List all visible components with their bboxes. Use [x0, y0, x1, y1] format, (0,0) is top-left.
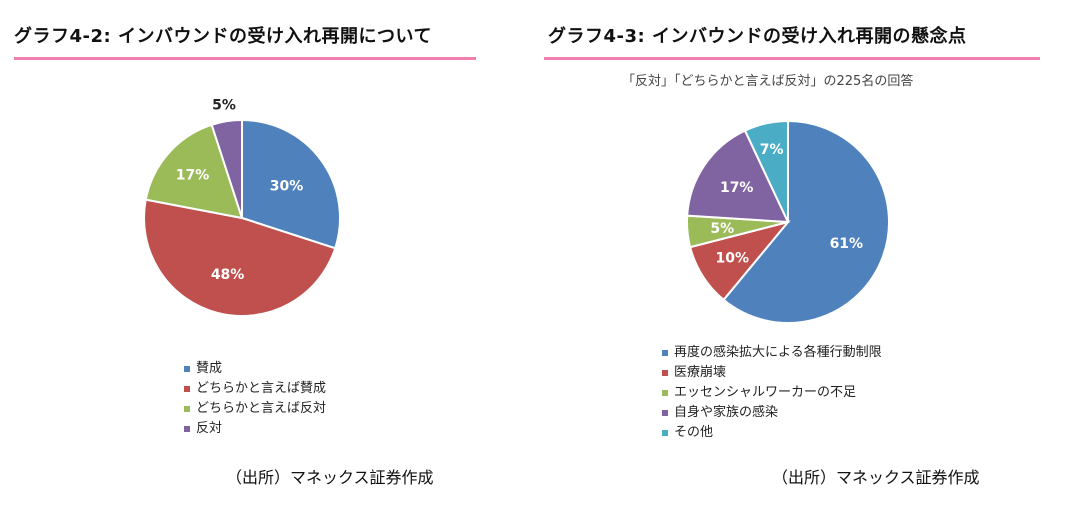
- pie-data-label: 30%: [270, 179, 304, 195]
- pie-data-label: 10%: [716, 250, 750, 266]
- legend-right: 再度の感染拡大による各種行動制限 医療崩壊エッセンシャルワーカーの不足 自身や家族の…: [662, 343, 882, 443]
- pie-data-label: 5%: [212, 97, 236, 113]
- legend-swatch: [662, 410, 668, 416]
- pie-data-label: 17%: [720, 180, 754, 196]
- pie-slice: [743, 119, 789, 223]
- title-underline: [14, 57, 476, 60]
- legend-item: エッセンシャルワーカーの不足: [662, 383, 882, 403]
- chart-panel-right: グラフ4-3: インバウンドの受け入れ再開の懸念点 「反対」「どちらかと言えば反…: [544, 0, 1089, 511]
- legend-swatch: [184, 426, 190, 432]
- legend-item: その他: [662, 423, 882, 443]
- legend-item: 医療崩壊: [662, 363, 882, 383]
- source-note: （出所）マネックス証券作成: [772, 468, 980, 487]
- legend-swatch: [662, 430, 668, 436]
- pie-slice: [144, 123, 244, 220]
- legend-item: 反対: [184, 419, 326, 439]
- legend-swatch: [662, 390, 668, 396]
- pie-data-label: 7%: [760, 142, 784, 158]
- legend-item: 再度の感染拡大による各種行動制限: [662, 343, 882, 363]
- legend-swatch: [184, 406, 190, 412]
- legend-label: エッセンシャルワーカーの不足: [674, 385, 857, 400]
- legend-item: 賛成: [184, 359, 326, 379]
- legend-swatch: [662, 350, 668, 356]
- chart-title: グラフ4-3: インバウンドの受け入れ再開の懸念点: [548, 26, 967, 47]
- legend-label: どちらかと言えば反対: [196, 401, 327, 416]
- legend-swatch: [662, 370, 668, 376]
- legend-item: どちらかと言えば賛成: [184, 379, 326, 399]
- legend-label: 再度の感染拡大による各種行動制限: [674, 345, 882, 360]
- pie-slice: [143, 198, 337, 318]
- pie-slice: [210, 118, 243, 219]
- pie-slice: [686, 129, 790, 224]
- legend-swatch: [184, 366, 190, 372]
- pie-data-label: 17%: [176, 167, 210, 183]
- chart-subtitle: 「反対」「どちらかと言えば反対」の225名の回答: [622, 74, 914, 89]
- pie-data-label: 61%: [830, 236, 864, 252]
- pie-slice: [722, 119, 890, 324]
- legend-label: その他: [674, 425, 714, 440]
- legend-label: どちらかと言えば賛成: [196, 381, 327, 396]
- legend-item: どちらかと言えば反対: [184, 399, 326, 419]
- source-note: （出所）マネックス証券作成: [226, 468, 434, 487]
- legend-label: 賛成: [196, 361, 223, 376]
- chart-title: グラフ4-2: インバウンドの受け入れ再開について: [14, 26, 432, 47]
- legend-swatch: [184, 386, 190, 392]
- pie-chart-right: 61% 10% 5% 17% 7%: [686, 119, 890, 324]
- legend-label: 反対: [196, 421, 223, 436]
- legend-left: 賛成どちらかと言えば賛成 どちらかと言えば反対 反対: [184, 359, 326, 439]
- legend-label: 自身や家族の感染: [674, 405, 779, 420]
- pie-slice: [241, 118, 341, 250]
- pie-chart-left: 30% 48% 17% 5%: [143, 97, 341, 318]
- pie-data-label: 5%: [710, 221, 734, 237]
- chart-panel-left: グラフ4-2: インバウンドの受け入れ再開について 30% 48% 17% 5% 賛成…: [0, 0, 544, 511]
- title-underline: [544, 57, 1040, 60]
- pie-data-label: 48%: [211, 267, 245, 283]
- legend-label: 医療崩壊: [674, 365, 727, 380]
- legend-item: 自身や家族の感染: [662, 403, 882, 423]
